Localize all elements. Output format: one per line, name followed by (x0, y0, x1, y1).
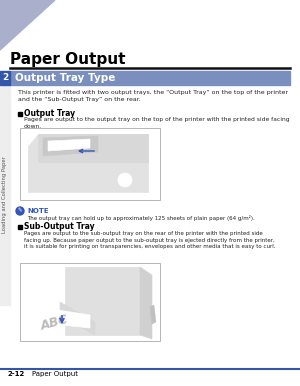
Text: NOTE: NOTE (27, 208, 49, 214)
Text: 2: 2 (2, 73, 8, 83)
Text: Paper Output: Paper Output (32, 371, 78, 377)
Text: ABC: ABC (40, 313, 70, 333)
Text: ✎: ✎ (18, 208, 22, 213)
Circle shape (16, 207, 24, 215)
Polygon shape (140, 267, 152, 339)
Text: Paper Output: Paper Output (10, 52, 125, 67)
Bar (20, 128, 160, 200)
Bar (0, 71, 10, 85)
Polygon shape (43, 136, 98, 156)
Text: Pages are output to the sub-output tray on the rear of the printer with the prin: Pages are output to the sub-output tray … (24, 231, 275, 249)
Bar (0, 85, 10, 305)
Bar (18, 225, 22, 229)
Text: 2-12: 2-12 (8, 371, 25, 377)
Polygon shape (38, 134, 148, 162)
Text: Output Tray Type: Output Tray Type (15, 73, 116, 83)
Polygon shape (25, 305, 90, 328)
Circle shape (118, 173, 132, 187)
Polygon shape (60, 302, 95, 335)
Polygon shape (28, 134, 148, 192)
Text: Pages are output to the output tray on the top of the printer with the printed s: Pages are output to the output tray on t… (24, 117, 290, 129)
Polygon shape (0, 0, 55, 50)
Bar (10, 71, 290, 85)
Text: Sub-Output Tray: Sub-Output Tray (24, 222, 94, 231)
Text: This printer is fitted with two output trays, the “Output Tray” on the top of th: This printer is fitted with two output t… (18, 90, 288, 102)
Bar (20, 263, 160, 341)
Polygon shape (150, 305, 156, 324)
Text: The output tray can hold up to approximately 125 sheets of plain paper (64 g/m²): The output tray can hold up to approxima… (27, 215, 255, 221)
Polygon shape (48, 139, 90, 151)
Text: Loading and Collecting Paper: Loading and Collecting Paper (2, 157, 8, 234)
Bar (18, 112, 22, 115)
Text: Output Tray: Output Tray (24, 109, 75, 118)
Polygon shape (65, 267, 140, 335)
